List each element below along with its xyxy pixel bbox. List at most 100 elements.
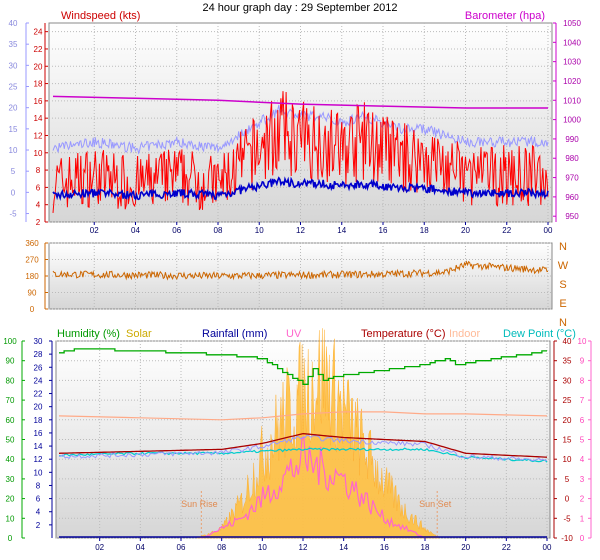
rainfall-tick-label: 24 <box>34 376 43 385</box>
uv-tick-label: 7 <box>580 396 585 405</box>
windspeed-tick-label: 16 <box>34 97 43 106</box>
humidity-tick-label: 60 <box>6 416 15 425</box>
x-tick-label: 06 <box>177 543 186 552</box>
x-tick-label: 08 <box>217 543 226 552</box>
barometer-title: Barometer (hpa) <box>465 10 545 22</box>
rainfall-tick-label: 22 <box>34 390 43 399</box>
uv-tick-label: 6 <box>580 416 585 425</box>
uv-tick-label: 4 <box>580 455 585 464</box>
barometer-series-line <box>52 95 548 109</box>
windspeed-title: Windspeed (kts) <box>61 10 140 22</box>
humidity-tick-label: 10 <box>6 514 15 523</box>
sun-annotation-label: Sun Set <box>419 499 452 509</box>
x-tick-label: 18 <box>421 543 430 552</box>
x-tick-label: 10 <box>255 226 264 235</box>
legend-temperature: Temperature (°C) <box>361 328 445 340</box>
windspeed-tick-label: 2 <box>36 218 41 227</box>
uv-tick-label: 3 <box>580 475 585 484</box>
temperature-tick-label: -10 <box>561 534 573 543</box>
x-tick-label: 04 <box>131 226 140 235</box>
windspeed-tick-label: 10 <box>34 149 43 158</box>
windspeed-tick-label: 20 <box>34 62 43 71</box>
rainfall-tick-label: 14 <box>34 442 43 451</box>
temperature-tick-label: 5 <box>565 475 570 484</box>
temperature-tick-label: 25 <box>563 396 572 405</box>
wind-avg-tick-label: 25 <box>9 83 18 92</box>
uv-tick-label: 9 <box>580 357 585 366</box>
legend-humidity: Humidity (%) <box>57 328 120 340</box>
uv-tick-label: 2 <box>580 495 585 504</box>
uv-tick-label: 0 <box>580 534 585 543</box>
x-tick-label: 14 <box>339 543 348 552</box>
wind-avg-tick-label: -5 <box>9 210 17 219</box>
barometer-tick-label: 1000 <box>563 116 581 125</box>
humidity-tick-label: 80 <box>6 376 15 385</box>
humidity-tick-label: 50 <box>6 436 15 445</box>
rainfall-tick-label: 20 <box>34 403 43 412</box>
x-tick-label: 12 <box>299 543 308 552</box>
barometer-tick-label: 1030 <box>563 58 581 67</box>
gust-series-line <box>52 104 549 155</box>
compass-label: N <box>559 241 567 253</box>
direction-tick-label: 0 <box>30 305 35 314</box>
compass-label: S <box>559 279 566 291</box>
direction-series-line <box>52 260 548 281</box>
wind-average-series-line <box>52 176 549 202</box>
x-tick-label: 16 <box>380 543 389 552</box>
x-tick-label: 18 <box>420 226 429 235</box>
wind-avg-tick-label: 10 <box>9 146 18 155</box>
barometer-tick-label: 950 <box>565 212 579 221</box>
rainfall-tick-label: 4 <box>36 508 41 517</box>
humidity-tick-label: 70 <box>6 396 15 405</box>
temperature-tick-label: 10 <box>563 455 572 464</box>
temperature-tick-label: 30 <box>563 376 572 385</box>
legend-solar: Solar <box>126 328 152 340</box>
x-tick-label: 06 <box>172 226 181 235</box>
humidity-series-line <box>59 348 547 385</box>
legend-rainfall: Rainfall (mm) <box>202 328 267 340</box>
direction-tick-label: 270 <box>25 256 39 265</box>
x-tick-label: 12 <box>296 226 305 235</box>
direction-tick-label: 360 <box>25 239 39 248</box>
barometer-tick-label: 1020 <box>563 77 581 86</box>
humidity-tick-label: 30 <box>6 475 15 484</box>
sun-annotation-label: Sun Rise <box>181 499 218 509</box>
rainfall-tick-label: 30 <box>34 337 43 346</box>
x-tick-label: 00 <box>543 543 552 552</box>
barometer-tick-label: 990 <box>565 135 579 144</box>
rainfall-tick-label: 6 <box>36 495 41 504</box>
direction-tick-label: 90 <box>28 289 37 298</box>
x-tick-label: 20 <box>461 226 470 235</box>
wind-avg-tick-label: 30 <box>9 61 18 70</box>
barometer-tick-label: 1050 <box>563 19 581 28</box>
x-tick-label: 10 <box>258 543 267 552</box>
windspeed-tick-label: 6 <box>36 183 41 192</box>
x-tick-label: 22 <box>502 226 511 235</box>
temperature-tick-label: 40 <box>563 337 572 346</box>
x-tick-label: 22 <box>502 543 511 552</box>
x-tick-label: 14 <box>337 226 346 235</box>
temperature-series-line <box>58 432 548 458</box>
windspeed-series-line <box>52 91 549 213</box>
windspeed-tick-label: 24 <box>34 28 43 37</box>
windspeed-tick-label: 12 <box>34 131 43 140</box>
wind-avg-tick-label: 5 <box>11 167 16 176</box>
rainfall-tick-label: 10 <box>34 468 43 477</box>
compass-label: E <box>559 298 566 310</box>
legend-indoor: Indoor <box>449 328 481 340</box>
humidity-tick-label: 40 <box>6 455 15 464</box>
windspeed-tick-label: 8 <box>36 166 41 175</box>
windspeed-tick-label: 18 <box>34 80 43 89</box>
temperature-tick-label: 20 <box>563 416 572 425</box>
uv-tick-label: 10 <box>578 337 587 346</box>
rainfall-tick-label: 28 <box>34 350 43 359</box>
wind-avg-tick-label: 0 <box>11 188 16 197</box>
rainfall-tick-label: 2 <box>36 521 41 530</box>
rainfall-tick-label: 26 <box>34 363 43 372</box>
temperature-tick-label: 0 <box>565 495 570 504</box>
windspeed-tick-label: 4 <box>36 201 41 210</box>
barometer-tick-label: 1040 <box>563 38 581 47</box>
rainfall-tick-label: 12 <box>34 455 43 464</box>
barometer-tick-label: 970 <box>565 174 579 183</box>
humidity-tick-label: 0 <box>8 534 13 543</box>
